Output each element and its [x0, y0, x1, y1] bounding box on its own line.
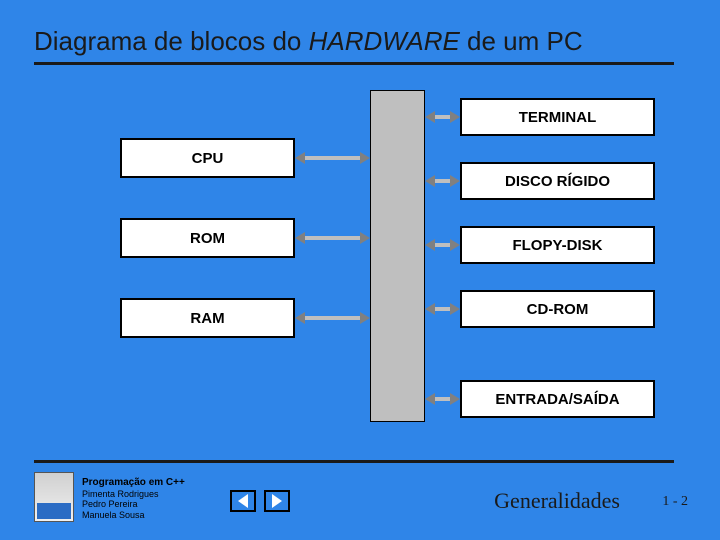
right-3-box: CD-ROM: [460, 290, 655, 328]
right-2-box: FLOPY-DISK: [460, 226, 655, 264]
author-1: Pimenta Rodrigues: [82, 489, 185, 499]
left-2-box: RAM: [120, 298, 295, 338]
right-0-label: TERMINAL: [519, 109, 597, 126]
right-3-label: CD-ROM: [527, 301, 589, 318]
title-prefix: Diagrama de blocos do: [34, 26, 309, 56]
title-underline: [34, 62, 674, 65]
footer-line: [34, 460, 674, 463]
nav-arrows: [230, 490, 290, 512]
prev-button[interactable]: [230, 490, 256, 512]
book-thumbnail: [34, 472, 74, 522]
connector-left-2: [295, 312, 370, 324]
right-1-label: DISCO RÍGIDO: [505, 173, 610, 190]
book-info: Programação em C++ Pimenta Rodrigues Ped…: [82, 477, 185, 520]
connector-right-2: [425, 239, 460, 251]
connector-right-4: [425, 393, 460, 405]
slide-title: Diagrama de blocos do HARDWARE de um PC: [34, 26, 583, 57]
left-0-label: CPU: [192, 150, 224, 167]
section-label: Generalidades: [494, 488, 620, 514]
right-1-box: DISCO RÍGIDO: [460, 162, 655, 200]
right-0-box: TERMINAL: [460, 98, 655, 136]
connector-left-1: [295, 232, 370, 244]
right-2-label: FLOPY-DISK: [512, 237, 602, 254]
next-button[interactable]: [264, 490, 290, 512]
connector-right-1: [425, 175, 460, 187]
right-4-box: ENTRADA/SAÍDA: [460, 380, 655, 418]
page-number: 1 - 2: [662, 494, 688, 510]
left-1-box: ROM: [120, 218, 295, 258]
arrow-left-icon: [238, 494, 248, 508]
author-3: Manuela Sousa: [82, 510, 185, 520]
connector-left-0: [295, 152, 370, 164]
left-2-label: RAM: [190, 310, 224, 327]
connector-right-0: [425, 111, 460, 123]
book-title: Programação em C++: [82, 477, 185, 489]
right-4-label: ENTRADA/SAÍDA: [495, 391, 619, 408]
author-2: Pedro Pereira: [82, 499, 185, 509]
title-italic: HARDWARE: [309, 26, 460, 56]
left-0-box: CPU: [120, 138, 295, 178]
bus-column: [370, 90, 425, 422]
left-1-label: ROM: [190, 230, 225, 247]
connector-right-3: [425, 303, 460, 315]
hardware-diagram: CPU ROM RAM TERMINAL DISCO RÍGIDO FLOPY-DISK C…: [80, 90, 640, 450]
title-suffix: de um PC: [460, 26, 583, 56]
arrow-right-icon: [272, 494, 282, 508]
